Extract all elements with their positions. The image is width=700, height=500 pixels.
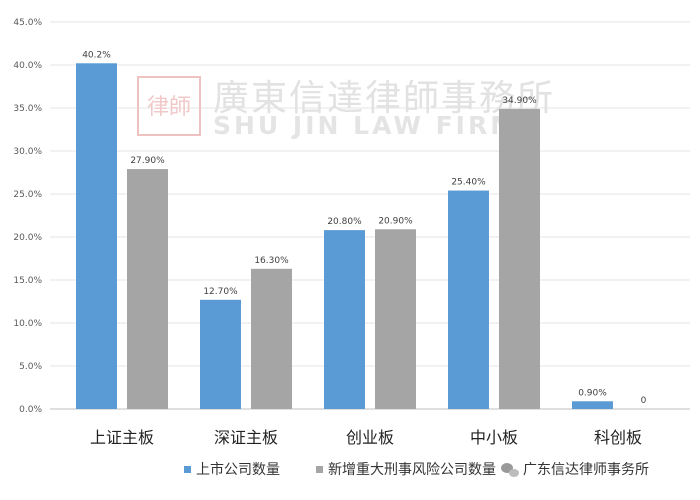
category-label: 科创板 bbox=[594, 428, 642, 447]
credit-text: 广东信达律师事务所 bbox=[523, 462, 649, 478]
source-credit: 广东信达律师事务所 bbox=[501, 462, 649, 478]
bar-listed-1 bbox=[200, 299, 241, 409]
y-tick-label: 5.0% bbox=[19, 362, 42, 372]
data-labels: 40.2% 27.90% 12.70% 16.30% 20.80% 20.90% 25.40… bbox=[82, 50, 646, 406]
category-label: 中小板 bbox=[470, 428, 518, 447]
y-tick-label: 0.0% bbox=[19, 405, 42, 415]
bar-risk-0 bbox=[127, 169, 168, 409]
bar-listed-3 bbox=[448, 190, 489, 409]
y-tick-label: 20.0% bbox=[13, 233, 42, 243]
data-label: 27.90% bbox=[130, 156, 165, 166]
bars bbox=[76, 63, 613, 410]
legend: 上市公司数量 新增重大刑事风险公司数量 bbox=[184, 461, 496, 478]
y-axis-ticks: 0.0% 5.0% 10.0% 15.0% 20.0% 25.0% 30.0% 35.0% 40… bbox=[13, 18, 42, 415]
wechat-icon bbox=[501, 463, 519, 477]
bar-listed-4 bbox=[572, 401, 613, 409]
data-label: 34.90% bbox=[502, 96, 537, 106]
bar-listed-0 bbox=[76, 63, 117, 409]
data-label: 0 bbox=[641, 396, 647, 406]
y-tick-label: 25.0% bbox=[13, 190, 42, 200]
legend-label-listed-companies: 上市公司数量 bbox=[196, 461, 280, 478]
y-tick-label: 15.0% bbox=[13, 276, 42, 286]
data-label: 16.30% bbox=[254, 256, 289, 266]
y-tick-label: 45.0% bbox=[13, 18, 42, 28]
legend-label-criminal-risk-companies: 新增重大刑事风险公司数量 bbox=[328, 462, 496, 478]
watermark-seal bbox=[137, 76, 201, 136]
data-label: 40.2% bbox=[82, 50, 111, 60]
category-labels: 上证主板 深证主板 创业板 中小板 科创板 bbox=[90, 428, 642, 447]
y-tick-label: 40.0% bbox=[13, 61, 42, 71]
data-label: 20.80% bbox=[327, 217, 362, 227]
watermark-seal-text: 律師 bbox=[147, 95, 191, 120]
data-label: 25.40% bbox=[451, 178, 486, 188]
bar-risk-3 bbox=[499, 108, 540, 410]
category-label: 上证主板 bbox=[90, 428, 154, 447]
y-tick-label: 10.0% bbox=[13, 319, 42, 329]
data-label: 20.90% bbox=[378, 216, 413, 226]
watermark-english-name: SHU JIN LAW FIRM bbox=[213, 111, 518, 140]
y-tick-label: 30.0% bbox=[13, 147, 42, 157]
category-label: 深证主板 bbox=[214, 428, 278, 447]
bar-risk-2 bbox=[375, 229, 416, 409]
category-label: 创业板 bbox=[346, 428, 394, 447]
bar-listed-2 bbox=[324, 230, 365, 409]
legend-swatch-listed-companies bbox=[184, 466, 191, 473]
watermark: 律師 廣東信達律師事務所 SHU JIN LAW FIRM bbox=[137, 76, 555, 140]
y-tick-label: 35.0% bbox=[13, 104, 42, 114]
watermark-chinese-name: 廣東信達律師事務所 bbox=[213, 78, 555, 119]
data-label: 0.90% bbox=[578, 388, 607, 398]
data-label: 12.70% bbox=[203, 287, 238, 297]
bar-risk-1 bbox=[251, 268, 292, 409]
legend-swatch-criminal-risk-companies bbox=[316, 466, 323, 473]
